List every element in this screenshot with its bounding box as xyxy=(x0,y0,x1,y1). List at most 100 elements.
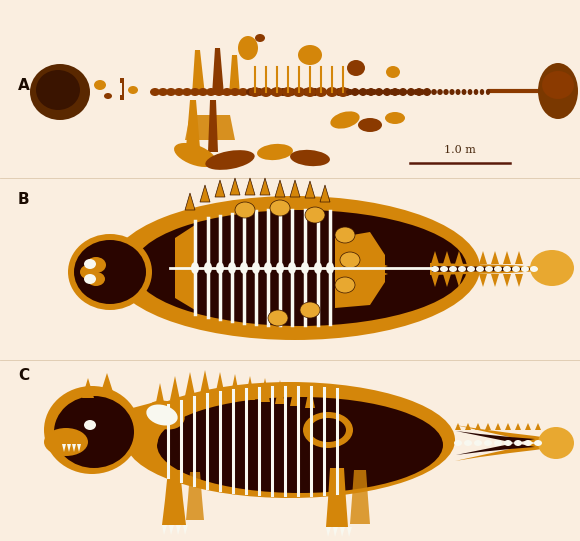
Ellipse shape xyxy=(407,89,413,95)
Ellipse shape xyxy=(150,88,160,96)
Polygon shape xyxy=(365,276,383,288)
Polygon shape xyxy=(443,274,451,287)
Ellipse shape xyxy=(158,88,168,96)
Ellipse shape xyxy=(249,87,261,97)
Ellipse shape xyxy=(474,440,482,446)
Text: C: C xyxy=(18,368,29,383)
Polygon shape xyxy=(370,260,388,272)
Polygon shape xyxy=(455,274,463,287)
Ellipse shape xyxy=(375,88,383,96)
Polygon shape xyxy=(515,423,521,430)
Ellipse shape xyxy=(125,382,455,498)
Ellipse shape xyxy=(542,71,574,99)
Ellipse shape xyxy=(133,210,467,326)
Ellipse shape xyxy=(305,207,325,223)
Polygon shape xyxy=(358,244,376,256)
Polygon shape xyxy=(305,384,315,408)
Ellipse shape xyxy=(276,262,284,274)
Ellipse shape xyxy=(87,272,105,286)
Ellipse shape xyxy=(298,45,322,65)
Ellipse shape xyxy=(389,89,396,95)
Polygon shape xyxy=(175,225,195,310)
Ellipse shape xyxy=(413,89,419,95)
Ellipse shape xyxy=(146,400,184,430)
Ellipse shape xyxy=(182,88,192,96)
Ellipse shape xyxy=(494,266,502,272)
Polygon shape xyxy=(503,251,511,264)
Polygon shape xyxy=(230,374,240,398)
Ellipse shape xyxy=(270,200,290,216)
Ellipse shape xyxy=(415,88,423,96)
Ellipse shape xyxy=(474,89,478,95)
Polygon shape xyxy=(352,470,368,498)
Polygon shape xyxy=(491,274,499,287)
Polygon shape xyxy=(333,527,338,537)
Ellipse shape xyxy=(535,254,555,270)
Ellipse shape xyxy=(146,405,177,426)
Ellipse shape xyxy=(288,262,296,274)
Ellipse shape xyxy=(385,112,405,124)
Ellipse shape xyxy=(74,240,146,304)
Ellipse shape xyxy=(255,34,265,42)
Polygon shape xyxy=(208,100,218,152)
Text: A: A xyxy=(18,78,30,93)
Ellipse shape xyxy=(282,87,294,97)
Polygon shape xyxy=(200,370,210,394)
Ellipse shape xyxy=(110,196,480,340)
Polygon shape xyxy=(170,376,180,400)
Ellipse shape xyxy=(530,250,574,286)
Ellipse shape xyxy=(494,440,502,446)
Ellipse shape xyxy=(335,277,355,293)
Ellipse shape xyxy=(512,266,520,272)
Ellipse shape xyxy=(326,87,338,97)
Polygon shape xyxy=(467,274,475,287)
Ellipse shape xyxy=(166,88,176,96)
Polygon shape xyxy=(430,263,540,275)
Polygon shape xyxy=(479,274,487,287)
Polygon shape xyxy=(165,470,183,500)
Polygon shape xyxy=(320,185,330,202)
Ellipse shape xyxy=(343,88,351,96)
Polygon shape xyxy=(275,180,285,197)
Ellipse shape xyxy=(257,144,293,160)
Ellipse shape xyxy=(264,262,272,274)
Ellipse shape xyxy=(454,440,462,446)
Ellipse shape xyxy=(376,89,383,95)
Polygon shape xyxy=(183,525,188,535)
Ellipse shape xyxy=(399,88,407,96)
Ellipse shape xyxy=(54,396,134,468)
Ellipse shape xyxy=(304,87,316,97)
Polygon shape xyxy=(456,431,535,455)
Polygon shape xyxy=(525,423,531,430)
Polygon shape xyxy=(535,423,541,430)
Ellipse shape xyxy=(44,386,140,474)
Polygon shape xyxy=(245,376,255,400)
Ellipse shape xyxy=(431,89,437,95)
Polygon shape xyxy=(370,268,388,280)
Polygon shape xyxy=(326,500,348,527)
Ellipse shape xyxy=(44,428,88,456)
Ellipse shape xyxy=(252,262,260,274)
Polygon shape xyxy=(275,380,285,404)
Ellipse shape xyxy=(174,143,216,167)
Polygon shape xyxy=(326,527,331,537)
Ellipse shape xyxy=(340,252,360,268)
Ellipse shape xyxy=(548,254,568,270)
Ellipse shape xyxy=(84,259,96,269)
Polygon shape xyxy=(72,444,76,452)
Ellipse shape xyxy=(36,70,80,110)
Polygon shape xyxy=(348,236,366,248)
Polygon shape xyxy=(503,274,511,287)
Polygon shape xyxy=(443,251,451,264)
Polygon shape xyxy=(260,378,270,402)
Ellipse shape xyxy=(286,88,296,96)
Ellipse shape xyxy=(86,257,106,273)
Text: 1.0 m: 1.0 m xyxy=(444,145,476,155)
Ellipse shape xyxy=(467,266,475,272)
Polygon shape xyxy=(155,383,165,407)
Ellipse shape xyxy=(262,88,272,96)
Polygon shape xyxy=(100,373,114,395)
Ellipse shape xyxy=(303,412,353,448)
Polygon shape xyxy=(350,498,370,524)
Polygon shape xyxy=(290,180,300,197)
